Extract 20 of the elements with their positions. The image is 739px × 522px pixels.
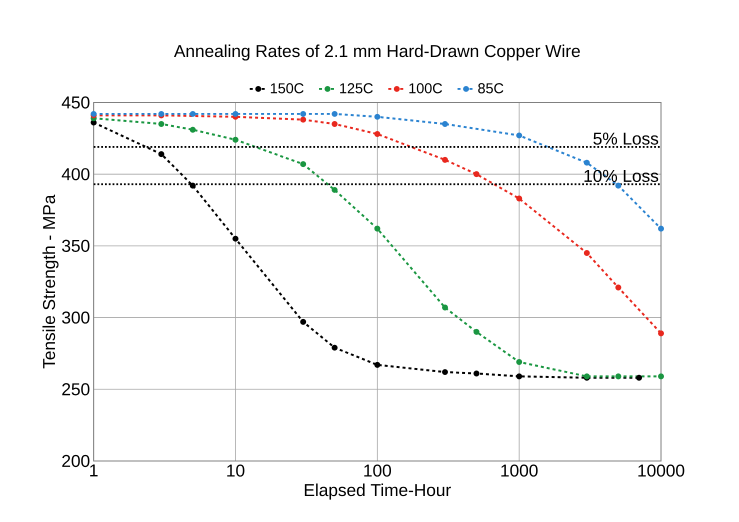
- x-axis-title: Elapsed Time-Hour: [304, 483, 451, 500]
- legend-label: 85C: [478, 83, 504, 94]
- y-tick-label: 350: [62, 240, 90, 252]
- y-tick-label: 200: [62, 454, 90, 467]
- x-tick-label: 10000: [638, 464, 684, 477]
- y-tick-label: 250: [62, 383, 90, 396]
- legend-label: 100C: [409, 83, 442, 94]
- x-tick-label: 1000: [501, 464, 538, 477]
- y-tick-label: 300: [62, 311, 90, 324]
- x-tick-label: 1: [90, 464, 98, 476]
- ref-line-label: 10% Loss: [584, 170, 658, 182]
- ref-line-label: 5% Loss: [593, 132, 658, 145]
- chart-title: Annealing Rates of 2.1 mm Hard-Drawn Copper Wire: [174, 44, 580, 60]
- x-tick-label: 10: [227, 464, 244, 477]
- y-tick-label: 400: [62, 168, 90, 180]
- legend-label: 150C: [270, 83, 304, 94]
- y-tick-label: 450: [62, 96, 90, 108]
- x-tick-label: 100: [364, 464, 392, 477]
- legend-label: 125C: [340, 83, 373, 94]
- y-axis-title: Tensile Strength - MPa: [42, 194, 59, 368]
